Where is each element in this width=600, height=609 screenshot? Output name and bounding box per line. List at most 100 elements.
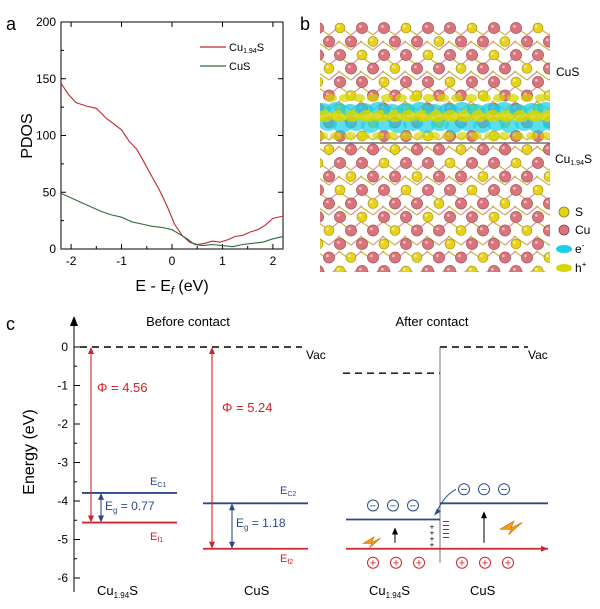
- s-atom: [521, 144, 533, 155]
- bond: [548, 198, 550, 201]
- hole-density: [443, 110, 459, 122]
- ef1-label: Ef1: [150, 531, 163, 544]
- bond: [394, 175, 407, 186]
- cu-atom: [466, 238, 478, 250]
- bond: [447, 205, 462, 216]
- s-atom: [323, 144, 335, 155]
- atom-highlight: [502, 254, 505, 258]
- atom-highlight: [524, 65, 527, 69]
- cu-atom: [444, 22, 456, 34]
- atom-highlight: [337, 25, 340, 28]
- atom-highlight: [491, 160, 494, 163]
- cu-atom: [488, 22, 500, 34]
- atom-highlight: [381, 160, 384, 163]
- cu-atom: [521, 170, 533, 183]
- bond: [548, 63, 550, 66]
- layer-label-cu194s: Cu1.94S: [555, 152, 592, 167]
- atom-highlight: [348, 227, 351, 231]
- before-contact-levels: [80, 346, 308, 550]
- band-gap-arrow-cus-head-bottom: [229, 541, 235, 549]
- s-atom: [499, 36, 511, 47]
- atom-highlight: [524, 38, 527, 42]
- vac-label-after: Vac: [528, 348, 548, 362]
- s-atom: [510, 238, 522, 250]
- bond: [460, 235, 473, 246]
- pdos-ticks: -2 -1 0 1 2 0 50 100 150 200: [36, 15, 283, 268]
- s-atom: [477, 171, 489, 182]
- s-atom: [320, 77, 324, 87]
- atom-highlight: [513, 268, 516, 271]
- bond: [482, 235, 495, 246]
- cu-atom: [389, 170, 401, 183]
- legend-s-atom-icon: [558, 206, 570, 218]
- s-atom: [521, 225, 533, 236]
- bond: [403, 175, 418, 186]
- electron-left-symbol: −: [390, 500, 396, 512]
- atom-highlight: [447, 25, 450, 28]
- atom-highlight: [348, 146, 351, 150]
- atom-highlight: [359, 25, 362, 28]
- s-atom: [389, 225, 401, 236]
- hole-density: [428, 132, 440, 140]
- cu-atom: [532, 157, 544, 169]
- bond: [438, 205, 451, 216]
- after-contact-levels: − − −− − −+ + + + + +++++: [343, 346, 548, 570]
- bond: [425, 40, 440, 51]
- atom-highlight: [315, 79, 318, 82]
- atom-highlight: [403, 79, 406, 82]
- atom-highlight: [359, 214, 362, 217]
- atom-highlight: [546, 173, 549, 177]
- material-label-cu194s-after: Cu1.94S: [369, 583, 410, 600]
- atom-highlight: [480, 38, 483, 42]
- cu-atom: [323, 35, 335, 48]
- bond: [548, 108, 550, 111]
- cu-atom: [389, 35, 401, 48]
- cu-atom: [543, 224, 550, 237]
- bond: [372, 175, 385, 186]
- cu-atom: [367, 143, 379, 156]
- cu-atom: [345, 35, 357, 48]
- cu-atom: [510, 22, 522, 34]
- hole-density: [526, 132, 538, 140]
- atom-highlight: [337, 52, 340, 55]
- cu-atom: [433, 62, 445, 75]
- bond: [350, 175, 363, 186]
- cu-atom: [323, 251, 335, 264]
- cu-atom: [378, 265, 390, 272]
- atom-highlight: [392, 65, 395, 69]
- cu-atom: [334, 49, 346, 61]
- atom-highlight: [326, 173, 329, 177]
- hole-density: [541, 110, 550, 122]
- bond: [491, 205, 506, 216]
- atom-highlight: [491, 52, 494, 55]
- atom-highlight: [414, 173, 417, 177]
- bond: [320, 58, 330, 66]
- after-contact-title: After contact: [396, 314, 469, 329]
- pdos-lines: [61, 82, 283, 248]
- atom-highlight: [546, 227, 549, 231]
- bond: [394, 235, 407, 246]
- atom-highlight: [381, 214, 384, 217]
- cu-atom: [389, 197, 401, 210]
- legend-electron-label: e-: [575, 241, 585, 256]
- atom-highlight: [370, 254, 373, 258]
- atom-highlight: [469, 52, 472, 55]
- bond: [482, 205, 495, 216]
- cu-atom: [411, 35, 423, 48]
- atom-highlight: [447, 52, 450, 55]
- atom-highlight: [348, 254, 351, 258]
- hole-density: [498, 132, 510, 140]
- electron-left: [407, 499, 419, 512]
- atom-highlight: [359, 160, 362, 163]
- atom-highlight: [370, 146, 373, 150]
- s-atom: [356, 49, 368, 61]
- hole-density: [358, 132, 370, 140]
- atom-highlight: [392, 92, 395, 96]
- hole: [390, 556, 402, 569]
- interface-hole-mark: +: [430, 540, 435, 549]
- atom-highlight: [546, 65, 549, 69]
- atom-highlight: [348, 173, 351, 177]
- cu-atom: [345, 62, 357, 75]
- cu-atom: [422, 265, 434, 272]
- atom-highlight: [491, 214, 494, 217]
